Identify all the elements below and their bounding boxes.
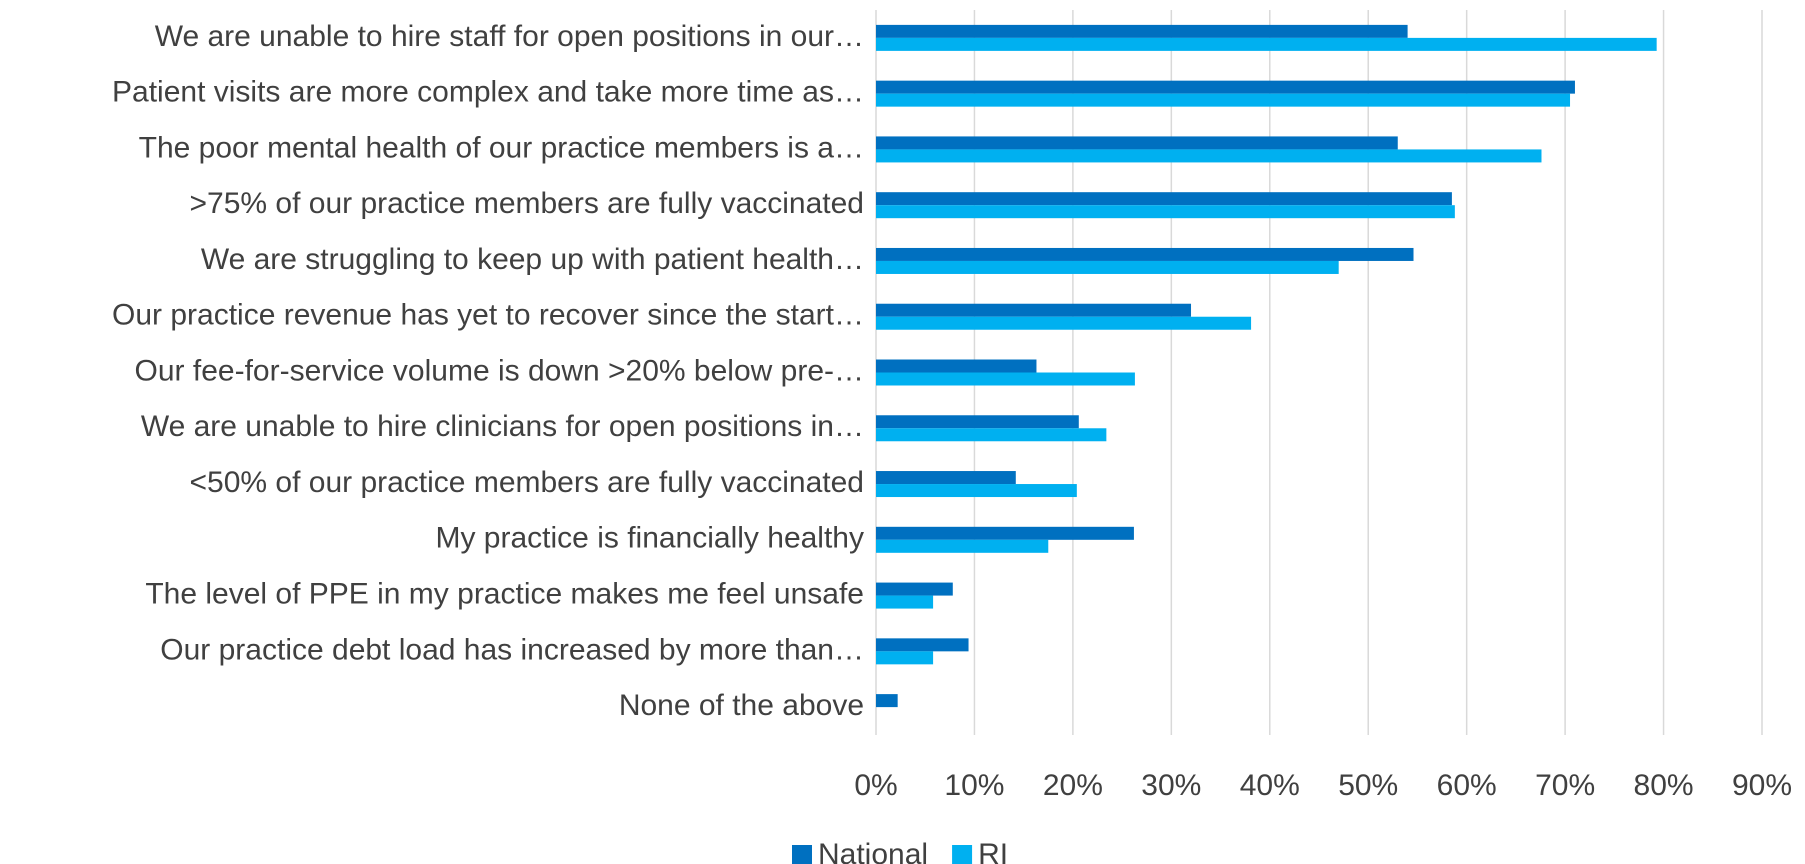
bar: [876, 24, 1408, 38]
bar: [876, 638, 969, 652]
y-tick-label: Our practice revenue has yet to recover …: [112, 299, 864, 332]
bar: [876, 205, 1455, 219]
y-tick-label: Our practice debt load has increased by …: [160, 633, 864, 666]
legend-label: National: [818, 838, 928, 864]
x-tick-label: 90%: [1732, 769, 1792, 802]
y-tick-label: We are unable to hire clinicians for ope…: [141, 410, 864, 443]
y-tick-label: None of the above: [619, 689, 864, 722]
bar: [876, 316, 1252, 330]
x-tick-label: 0%: [854, 769, 897, 802]
x-tick-label: 10%: [944, 769, 1004, 802]
x-tick-label: 80%: [1634, 769, 1694, 802]
y-tick-label: <50% of our practice members are fully v…: [190, 466, 865, 499]
x-tick-label: 60%: [1437, 769, 1497, 802]
legend-label: RI: [978, 838, 1008, 864]
bar: [876, 582, 953, 596]
y-tick-label: The level of PPE in my practice makes me…: [145, 577, 864, 610]
y-tick-label: >75% of our practice members are fully v…: [190, 187, 865, 220]
legend-swatch: [792, 845, 812, 864]
bar: [876, 415, 1079, 429]
bar: [876, 471, 1016, 485]
bar: [876, 80, 1575, 94]
y-tick-label: My practice is financially healthy: [435, 522, 864, 555]
bar: [876, 37, 1657, 51]
y-tick-label: We are struggling to keep up with patien…: [201, 243, 864, 276]
bar: [876, 651, 934, 665]
bar: [876, 303, 1192, 317]
x-tick-label: 50%: [1338, 769, 1398, 802]
bar: [876, 539, 1049, 553]
bar: [876, 428, 1107, 442]
bar: [876, 359, 1037, 373]
bar: [876, 694, 898, 708]
bar: [876, 372, 1135, 386]
bar: [876, 484, 1077, 498]
bar: [876, 526, 1134, 540]
x-tick-label: 70%: [1535, 769, 1595, 802]
legend-swatch: [952, 845, 973, 864]
y-tick-label: We are unable to hire staff for open pos…: [155, 20, 864, 53]
y-tick-label: Patient visits are more complex and take…: [112, 76, 864, 109]
y-tick-label: Our fee-for-service volume is down >20% …: [135, 354, 864, 387]
x-tick-label: 20%: [1043, 769, 1103, 802]
bar: [876, 93, 1571, 107]
bar: [876, 247, 1414, 261]
bar: [876, 136, 1398, 150]
bar: [876, 192, 1452, 206]
y-tick-label: The poor mental health of our practice m…: [139, 131, 864, 164]
bar: [876, 149, 1542, 163]
x-tick-label: 30%: [1141, 769, 1201, 802]
x-tick-label: 40%: [1240, 769, 1300, 802]
bar: [876, 595, 934, 609]
bar: [876, 260, 1339, 274]
